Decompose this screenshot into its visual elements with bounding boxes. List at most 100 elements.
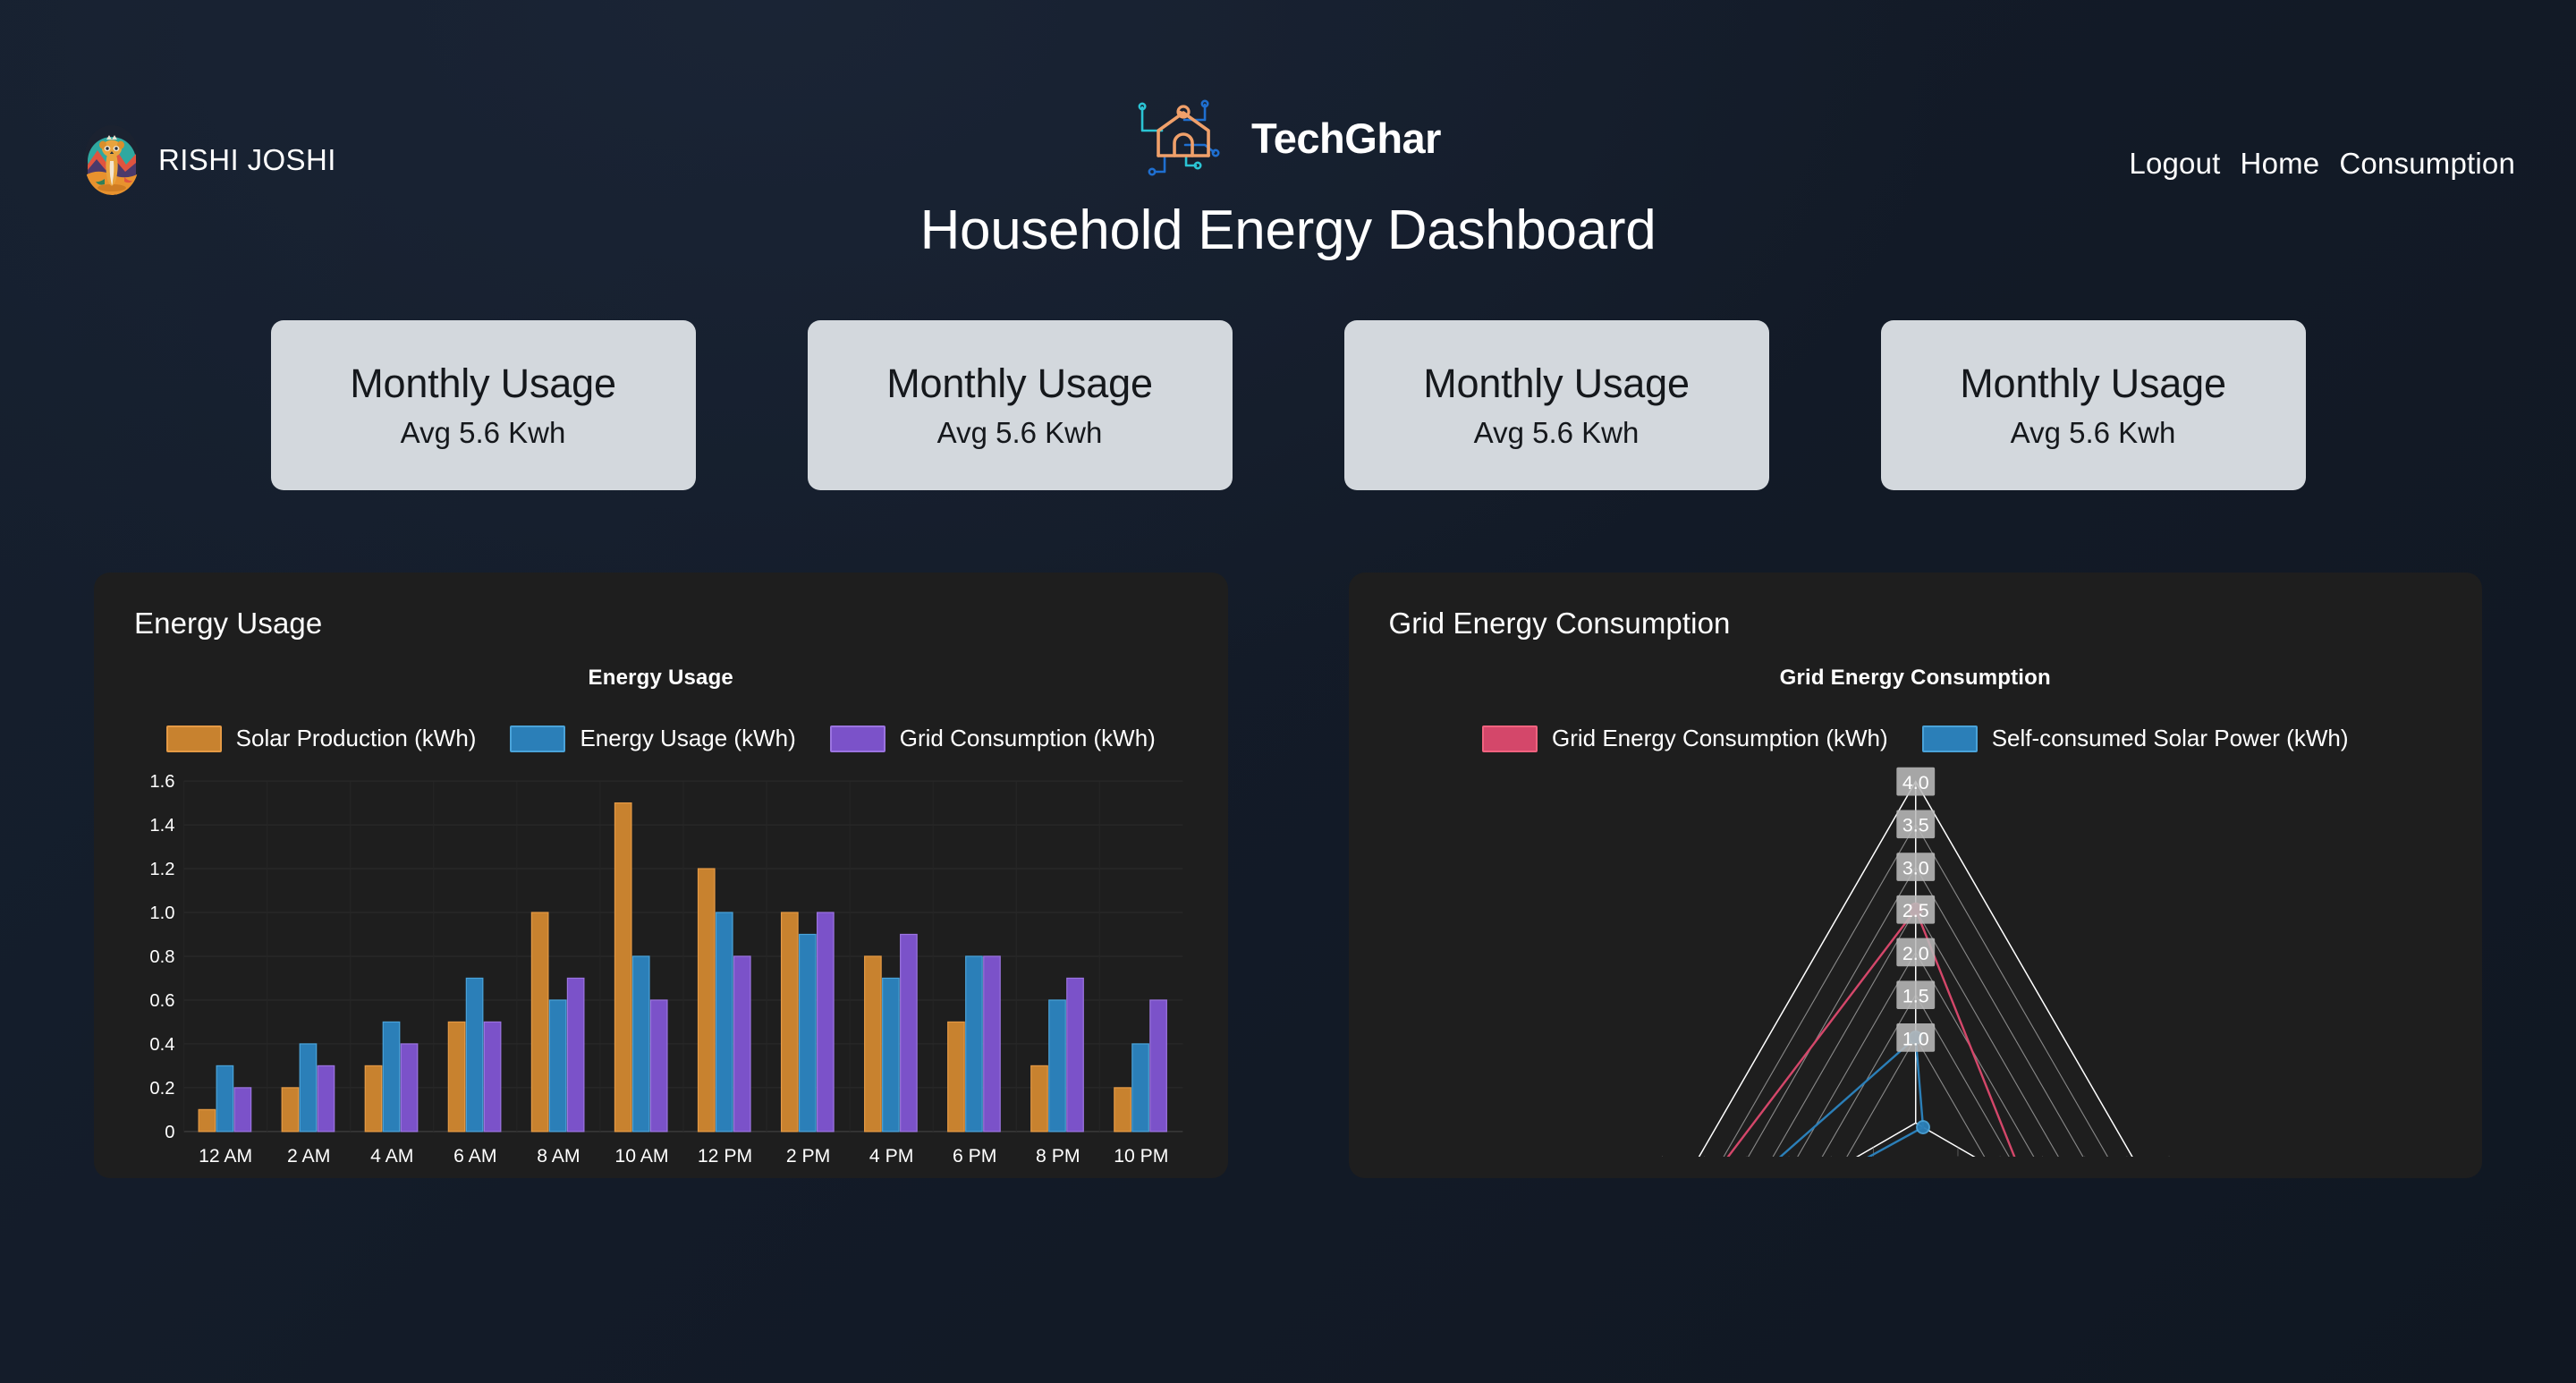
user-name-label: RISHI JOSHI [158, 143, 336, 176]
user-identity-block: RISHI JOSHI [85, 125, 336, 195]
bar-chart-bar[interactable] [798, 933, 817, 1133]
bar-chart-bar[interactable] [216, 1065, 234, 1133]
legend-grid-energy: Grid Energy Consumption (kWh) Self-consu… [1349, 725, 2483, 752]
panel-heading-grid-energy: Grid Energy Consumption [1388, 607, 1731, 640]
bar-chart-bar[interactable] [233, 1087, 252, 1133]
bar-chart-bar[interactable] [614, 802, 632, 1133]
bar-chart-bar[interactable] [530, 912, 549, 1133]
stat-card-monthly-usage-3[interactable]: Monthly Usage Avg 5.6 Kwh [1343, 320, 1769, 490]
bar-chart-bar[interactable] [1048, 999, 1066, 1133]
bar-chart-bar[interactable] [733, 955, 751, 1133]
radar-series-self-consumed-solar [1778, 1035, 1924, 1157]
bar-chart-x-tick-label: 12 PM [698, 1146, 752, 1167]
bar-chart-bar[interactable] [947, 1021, 965, 1133]
bar-chart-bar[interactable] [1131, 1043, 1149, 1133]
top-header-bar: RISHI JOSHI [0, 0, 2576, 195]
page-title: Household Energy Dashboard [919, 199, 1657, 261]
legend-item-grid-energy-consumption[interactable]: Grid Energy Consumption (kWh) [1482, 725, 1888, 752]
bar-chart-bar[interactable] [864, 955, 882, 1133]
radar-chart-container[interactable]: 1.01.52.02.53.03.54.0BoilerWashing machi… [1349, 752, 2483, 1157]
stat-card-title: Monthly Usage [1960, 361, 2226, 406]
bar-chart-y-tick-label: 1.0 [149, 904, 174, 923]
bar-chart-bar[interactable] [364, 1065, 383, 1133]
radar-r-tick-label: 2.0 [1902, 943, 1928, 964]
bar-chart-bar[interactable] [281, 1087, 300, 1133]
bar-chart-bar[interactable] [1149, 999, 1167, 1133]
radar-axis-label-boiler: Boiler [1890, 765, 1942, 768]
panel-energy-usage: Energy Usage Energy Usage Solar Producti… [94, 573, 1228, 1179]
bar-chart-bar[interactable] [382, 1021, 401, 1133]
bar-chart-bar[interactable] [697, 868, 716, 1133]
bar-chart-bar[interactable] [566, 977, 585, 1133]
chart-panel-row: Energy Usage Energy Usage Solar Producti… [0, 573, 2576, 1179]
stat-card-subtitle: Avg 5.6 Kwh [400, 416, 566, 449]
legend-energy-usage: Solar Production (kWh) Energy Usage (kWh… [94, 725, 1228, 752]
stat-card-subtitle: Avg 5.6 Kwh [1473, 416, 1640, 449]
legend-label-solar-production: Solar Production (kWh) [235, 725, 477, 751]
bar-chart-bar[interactable] [900, 933, 918, 1133]
stat-card-monthly-usage-2[interactable]: Monthly Usage Avg 5.6 Kwh [807, 320, 1233, 490]
main-navigation: Logout Home Consumption [2129, 147, 2515, 181]
bar-chart-y-tick-label: 0.8 [149, 947, 174, 967]
bar-chart-bar[interactable] [780, 912, 799, 1133]
bar-chart-y-tick-label: 1.4 [149, 816, 174, 836]
bar-chart-bar[interactable] [816, 912, 835, 1133]
panel-heading-energy-usage: Energy Usage [134, 607, 323, 640]
bar-chart-container[interactable]: 0 0.2 0.4 0.6 0.8 1.0 1.2 1.4 1.6 12 AM 2 AM 4 AM 6 … [94, 752, 1228, 1178]
app-logo-block[interactable]: TechGhar [1135, 89, 1441, 186]
bar-chart-bar[interactable] [631, 955, 650, 1133]
bar-chart-bar[interactable] [649, 999, 668, 1133]
bar-chart-bar[interactable] [715, 912, 733, 1133]
bar-chart-bar[interactable] [882, 977, 900, 1133]
bar-chart-bar[interactable] [965, 955, 983, 1133]
stat-card-title: Monthly Usage [1423, 361, 1690, 406]
legend-item-energy-usage[interactable]: Energy Usage (kWh) [510, 725, 796, 752]
legend-item-grid-consumption[interactable]: Grid Consumption (kWh) [829, 725, 1156, 752]
bar-chart-x-tick-label: 2 AM [287, 1146, 330, 1167]
bar-chart-y-tick-label: 0.4 [149, 1035, 174, 1055]
bar-chart-bar[interactable] [447, 1021, 466, 1133]
bar-chart-bar[interactable] [1030, 1065, 1048, 1133]
radar-r-tick-label: 3.5 [1902, 815, 1928, 836]
nav-link-logout[interactable]: Logout [2129, 147, 2221, 180]
bar-chart-bar[interactable] [198, 1108, 216, 1133]
bar-chart-bar[interactable] [400, 1043, 419, 1133]
bar-chart-x-tick-label: 8 PM [1036, 1146, 1080, 1167]
avatar[interactable] [85, 125, 139, 195]
legend-label-grid-consumption: Grid Consumption (kWh) [899, 725, 1156, 751]
stat-card-monthly-usage-4[interactable]: Monthly Usage Avg 5.6 Kwh [1880, 320, 2306, 490]
bar-chart-bar[interactable] [317, 1065, 335, 1133]
bar-chart-y-tick-label: 0.6 [149, 991, 174, 1011]
bar-chart-x-tick-label: 8 AM [537, 1146, 580, 1167]
legend-swatch-energy-usage [510, 725, 566, 752]
bar-chart-x-tick-label: 10 PM [1114, 1146, 1168, 1167]
stat-card-title: Monthly Usage [886, 361, 1153, 406]
bar-chart-bar[interactable] [548, 999, 567, 1133]
stat-card-title: Monthly Usage [350, 361, 616, 406]
radar-series-grid-energy-consumption [1726, 907, 2015, 1157]
legend-item-solar-production[interactable]: Solar Production (kWh) [165, 725, 477, 752]
nav-link-consumption[interactable]: Consumption [2339, 147, 2515, 180]
bar-chart-bar[interactable] [465, 977, 484, 1133]
radar-r-tick-label: 1.5 [1902, 986, 1928, 1007]
bar-chart-y-tick-label: 0.2 [149, 1079, 174, 1099]
bar-chart-x-tick-label: 6 AM [453, 1146, 496, 1167]
bar-chart-x-tick-label: 4 AM [370, 1146, 413, 1167]
bar-chart-x-tick-label: 2 PM [786, 1146, 830, 1167]
legend-swatch-self-consumed-solar [1921, 725, 1978, 752]
legend-label-energy-usage: Energy Usage (kWh) [580, 725, 796, 751]
nav-link-home[interactable]: Home [2240, 147, 2320, 180]
bar-chart-bar[interactable] [983, 955, 1001, 1133]
radar-r-tick-label: 3.0 [1902, 857, 1928, 878]
bar-chart-bar[interactable] [299, 1043, 318, 1133]
bar-chart-y-tick-label: 1.2 [149, 860, 174, 879]
stat-card-monthly-usage-1[interactable]: Monthly Usage Avg 5.6 Kwh [270, 320, 696, 490]
bar-chart-bar[interactable] [1066, 977, 1084, 1133]
bar-chart-bar[interactable] [483, 1021, 502, 1133]
radar-chart[interactable]: 1.01.52.02.53.03.54.0BoilerWashing machi… [1358, 765, 2474, 1157]
bar-chart[interactable]: 0 0.2 0.4 0.6 0.8 1.0 1.2 1.4 1.6 12 AM 2 AM 4 AM 6 … [128, 772, 1194, 1178]
bar-chart-bar[interactable] [1114, 1087, 1131, 1133]
radar-data-point[interactable] [1915, 1120, 1930, 1134]
legend-item-self-consumed-solar[interactable]: Self-consumed Solar Power (kWh) [1921, 725, 2349, 752]
legend-label-grid-energy-consumption: Grid Energy Consumption (kWh) [1552, 725, 1888, 751]
